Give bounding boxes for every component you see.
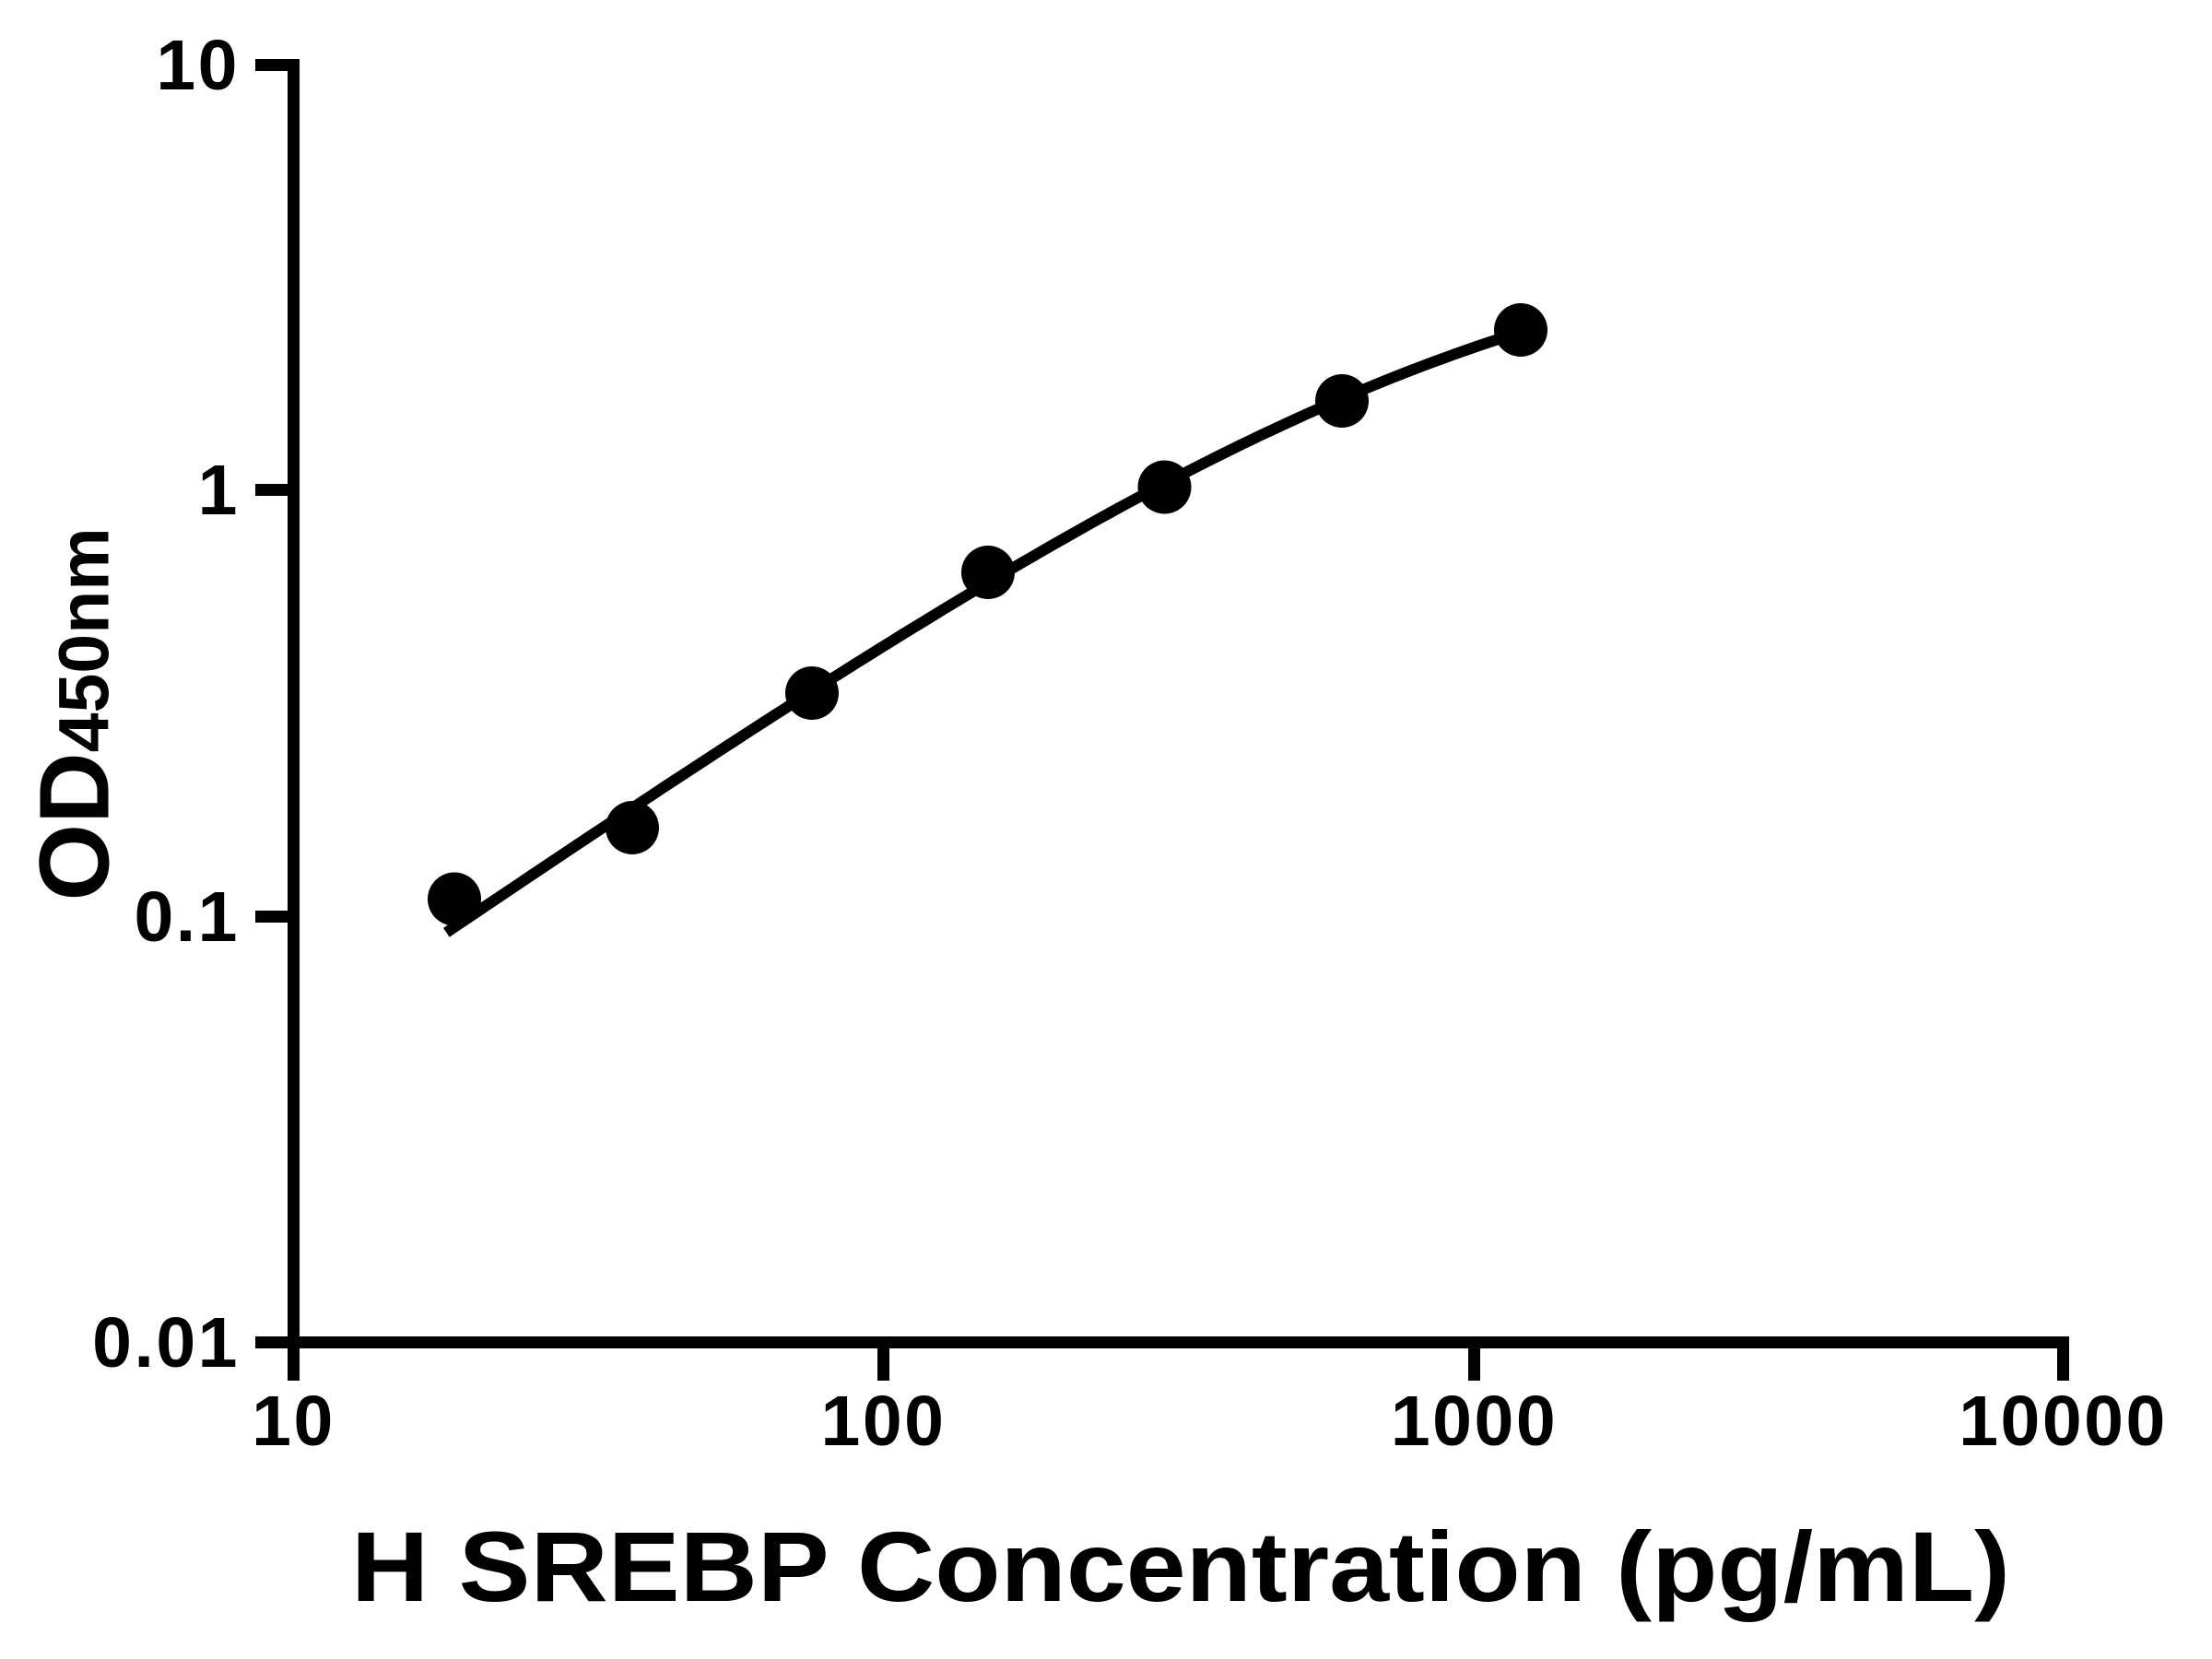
svg-text:0.1: 0.1 bbox=[134, 877, 240, 957]
svg-text:H SREBP Concentration (pg/mL): H SREBP Concentration (pg/mL) bbox=[351, 1512, 2010, 1622]
svg-text:10000: 10000 bbox=[1959, 1382, 2168, 1461]
svg-text:100: 100 bbox=[821, 1382, 947, 1461]
svg-text:0.01: 0.01 bbox=[92, 1303, 240, 1382]
svg-text:1000: 1000 bbox=[1391, 1382, 1558, 1461]
svg-text:10: 10 bbox=[156, 26, 240, 105]
svg-text:10: 10 bbox=[252, 1382, 335, 1461]
svg-text:1: 1 bbox=[198, 451, 240, 530]
